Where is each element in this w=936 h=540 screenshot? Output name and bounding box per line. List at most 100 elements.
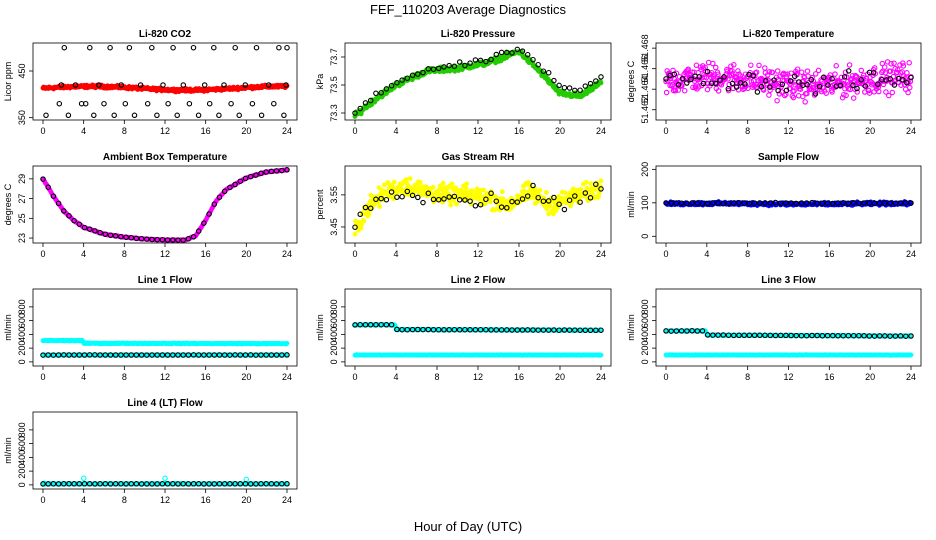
data-point <box>488 56 494 63</box>
x-tick-label: 16 <box>514 372 524 382</box>
y-axis-label: degrees C <box>3 183 13 225</box>
plot-area <box>352 321 604 358</box>
y-axis-label: ml/min <box>3 437 13 464</box>
data-point <box>748 62 754 68</box>
data-point <box>394 79 400 86</box>
data-point <box>880 81 887 88</box>
data-point <box>793 200 800 207</box>
data-point <box>407 176 413 182</box>
data-point <box>128 234 135 241</box>
x-tick-label: 4 <box>393 372 398 382</box>
data-point <box>593 181 599 188</box>
x-tick-label: 4 <box>704 372 709 382</box>
data-point <box>102 231 109 237</box>
data-point <box>271 100 277 107</box>
data-point <box>781 92 788 99</box>
data-point <box>227 352 233 358</box>
data-point <box>598 352 604 358</box>
plot-area <box>40 475 290 487</box>
y-tick-label: 0 <box>329 359 339 364</box>
data-point <box>737 73 744 79</box>
data-point <box>593 327 599 334</box>
data-point <box>216 352 223 358</box>
x-tick-label: 16 <box>201 372 211 382</box>
y-tick-label: 73.7 <box>329 48 339 66</box>
series-average <box>352 181 604 230</box>
data-point <box>866 333 873 339</box>
y-tick-label: 200 <box>329 341 339 356</box>
data-point <box>715 88 722 94</box>
data-point <box>715 200 721 206</box>
x-tick-label: 0 <box>663 126 668 136</box>
data-point <box>762 78 769 84</box>
data-point <box>845 332 852 339</box>
data-point <box>242 352 249 358</box>
data-point <box>154 352 160 358</box>
x-tick-label: 24 <box>906 126 916 136</box>
data-point <box>678 200 685 206</box>
data-point <box>803 332 810 339</box>
y-axis-label: ml/min <box>3 314 13 341</box>
x-tick-label: 0 <box>352 249 357 259</box>
data-point <box>804 90 810 97</box>
data-point <box>71 217 77 224</box>
x-tick-label: 4 <box>81 372 86 382</box>
data-point <box>195 112 202 119</box>
data-point <box>798 69 805 75</box>
panel-title: Li-820 Temperature <box>743 29 835 40</box>
data-point <box>572 327 578 333</box>
data-point <box>679 83 685 89</box>
data-point <box>537 187 543 193</box>
panel-title: Line 1 Flow <box>138 275 193 286</box>
data-point <box>830 332 836 339</box>
data-point <box>462 326 468 333</box>
data-point <box>55 352 62 358</box>
data-point <box>435 65 442 72</box>
y-tick-label: 51.466 <box>640 55 650 83</box>
data-point <box>699 200 706 207</box>
data-point <box>561 327 568 333</box>
y-axis-label: ml/min <box>626 191 636 218</box>
data-point <box>577 327 583 333</box>
data-point <box>791 73 798 80</box>
data-point <box>898 82 904 88</box>
data-point <box>206 352 212 358</box>
data-point <box>123 352 129 358</box>
data-point <box>81 352 88 358</box>
data-point <box>731 200 737 206</box>
data-point <box>160 82 166 88</box>
data-point <box>689 200 695 206</box>
data-point <box>273 352 280 358</box>
plot-frame <box>32 165 298 244</box>
x-axis: 0 4 8 12 16 20 24 <box>40 243 292 259</box>
data-point <box>750 73 756 79</box>
data-point <box>886 92 892 99</box>
x-tick-label: 0 <box>40 126 45 136</box>
data-point <box>228 100 234 107</box>
data-point <box>854 89 860 95</box>
data-point <box>766 92 772 98</box>
data-point <box>729 80 736 87</box>
y-tick-label: 200 <box>640 341 650 356</box>
data-point <box>149 352 155 358</box>
y-tick-label: 0 <box>17 359 27 364</box>
data-point <box>61 44 68 51</box>
data-point <box>190 44 197 51</box>
data-point <box>545 198 552 204</box>
data-point <box>456 59 463 65</box>
data-point <box>237 352 244 358</box>
data-point <box>892 333 899 339</box>
data-point <box>663 328 669 334</box>
x-tick-label: 0 <box>352 372 357 382</box>
data-point <box>540 198 547 204</box>
data-point <box>850 95 857 101</box>
x-axis: 0 4 8 12 16 20 24 <box>352 243 606 259</box>
data-point <box>846 62 853 68</box>
data-point <box>871 65 878 71</box>
data-point <box>221 188 228 195</box>
data-point <box>883 89 889 95</box>
data-point <box>685 66 691 72</box>
data-point <box>900 63 907 69</box>
